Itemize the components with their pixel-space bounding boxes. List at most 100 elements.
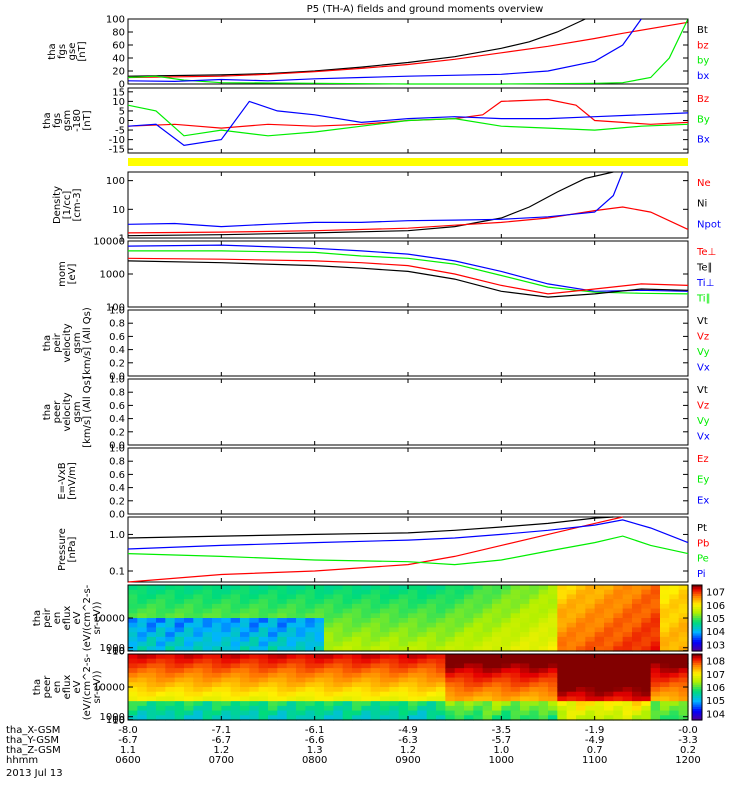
heatmap-cell xyxy=(566,705,577,712)
heatmap-cell xyxy=(380,646,390,652)
heatmap-cell xyxy=(212,668,222,674)
heatmap-cell xyxy=(445,654,456,660)
legend-entry: Pi xyxy=(697,569,706,580)
heatmap-cell xyxy=(314,603,325,610)
heatmap-cell xyxy=(305,701,316,707)
heatmap-cell xyxy=(585,613,596,619)
heatmap-cell xyxy=(268,636,278,643)
series-line-npot xyxy=(127,171,624,228)
heatmap-cell xyxy=(202,613,213,619)
heatmap-cell xyxy=(566,613,577,619)
heatmap-cell xyxy=(165,627,176,633)
heatmap-cell xyxy=(268,622,278,629)
heatmap-cell xyxy=(650,663,661,669)
heatmap-cell xyxy=(258,705,269,712)
heatmap-cell xyxy=(258,677,269,683)
heatmap-cell xyxy=(249,682,260,688)
heatmap-cell xyxy=(501,636,512,643)
heatmap-cell xyxy=(613,594,624,600)
heatmap-cell xyxy=(165,696,176,702)
y-axis-label-line: peer xyxy=(42,675,53,699)
heatmap-cell xyxy=(408,677,418,683)
heatmap-cell xyxy=(417,632,428,638)
heatmap-cell xyxy=(352,677,362,683)
heatmap-cell xyxy=(221,710,232,716)
heatmap-cell xyxy=(426,636,437,643)
colorbar-segment xyxy=(692,706,702,710)
y-tick-label: -5 xyxy=(115,126,125,137)
heatmap-cell xyxy=(277,627,288,633)
heatmap-cell xyxy=(660,594,670,600)
heatmap-cell xyxy=(202,696,213,702)
heatmap-cell xyxy=(510,627,521,633)
heatmap-cell xyxy=(146,710,157,716)
heatmap-cell xyxy=(314,710,325,716)
heatmap-cell xyxy=(445,618,456,624)
heatmap-cell xyxy=(352,618,362,624)
heatmap-cell xyxy=(314,701,325,707)
heatmap-cell xyxy=(184,618,194,624)
heatmap-cell xyxy=(548,672,558,679)
heatmap-cell xyxy=(520,594,530,600)
heatmap-cell xyxy=(305,618,316,624)
heatmap-cell xyxy=(641,663,652,669)
heatmap-cell xyxy=(594,687,605,693)
heatmap-cell xyxy=(632,603,642,610)
heatmap-cell xyxy=(333,603,344,610)
heatmap-cell xyxy=(221,603,232,610)
heatmap-cell xyxy=(137,636,148,643)
heatmap-cell xyxy=(557,710,568,716)
heatmap-cell xyxy=(464,618,474,624)
heatmap-cell xyxy=(165,701,176,707)
heatmap-cell xyxy=(585,622,596,629)
heatmap-cell xyxy=(464,608,474,614)
heatmap-cell xyxy=(193,668,204,674)
colorbar-segment xyxy=(692,665,702,668)
heatmap-cell xyxy=(146,594,157,600)
heatmap-cell xyxy=(202,646,213,652)
heatmap-cell xyxy=(296,691,306,698)
heatmap-cell xyxy=(529,603,540,610)
heatmap-cell xyxy=(342,594,353,600)
heatmap-cell xyxy=(678,672,689,679)
heatmap-cell xyxy=(660,710,670,716)
heatmap-cell xyxy=(604,715,614,721)
heatmap-cell xyxy=(594,691,605,698)
heatmap-cell xyxy=(174,618,185,624)
heatmap-cell xyxy=(520,691,530,698)
heatmap-cell xyxy=(669,677,680,683)
heatmap-cell xyxy=(286,682,297,688)
heatmap-cell xyxy=(230,691,241,698)
heatmap-cell xyxy=(352,658,362,665)
x-tick-label: -4.9 xyxy=(398,725,418,736)
heatmap-cell xyxy=(398,658,409,665)
heatmap-cell xyxy=(520,641,530,647)
heatmap-cell xyxy=(594,672,605,679)
heatmap-cell xyxy=(230,636,241,643)
heatmap-cell xyxy=(370,701,381,707)
heatmap-cell xyxy=(333,594,344,600)
y-tick-label: 100 xyxy=(106,15,125,26)
heatmap-cell xyxy=(604,654,614,660)
heatmap-cell xyxy=(296,701,306,707)
heatmap-cell xyxy=(165,589,176,596)
heatmap-cell xyxy=(678,668,689,674)
heatmap-cell xyxy=(669,632,680,638)
heatmap-cell xyxy=(137,691,148,698)
heatmap-cell xyxy=(632,663,642,669)
heatmap-cell xyxy=(193,627,204,633)
y-tick-label: 1.0 xyxy=(109,306,125,317)
heatmap-cell xyxy=(669,613,680,619)
heatmap-cell xyxy=(417,618,428,624)
y-tick-label: -15 xyxy=(109,145,125,156)
heatmap-cell xyxy=(492,632,502,638)
heatmap-cell xyxy=(398,622,409,629)
heatmap-cell xyxy=(174,710,185,716)
heatmap-cell xyxy=(324,603,334,610)
heatmap-cell xyxy=(604,622,614,629)
heatmap-cell xyxy=(324,641,334,647)
heatmap-cell xyxy=(632,636,642,643)
heatmap-cell xyxy=(296,594,306,600)
heatmap-cell xyxy=(622,641,633,647)
heatmap-cell xyxy=(305,682,316,688)
